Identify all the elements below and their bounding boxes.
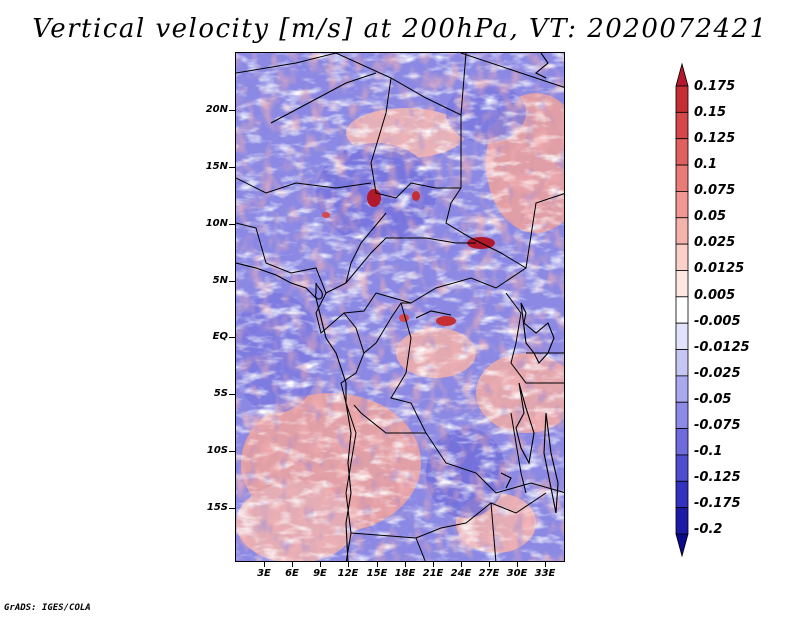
colorbar-segment [675,507,689,535]
colorbar-segment [675,349,689,377]
colorbar-label: -0.075 [694,418,741,433]
colorbar-segment [675,191,689,219]
colorbar-label: 0.05 [694,209,727,224]
colorbar-label: 0.075 [694,183,736,198]
lat-label-15n: 15N [205,161,228,172]
lon-label-30e: 30E [506,568,528,579]
lat-tick [229,281,235,282]
lon-label-3e: 3E [257,568,271,579]
lat-tick [229,224,235,225]
colorbar-segment [675,401,689,429]
lat-label-5n: 5N [212,275,228,286]
lon-tick [377,562,378,567]
colorbar-label: -0.05 [694,392,732,407]
colorbar-segment [675,322,689,350]
colorbar-segment [675,217,689,245]
colorbar-label: -0.175 [694,496,741,511]
colorbar-label: 0.1 [694,157,718,172]
lon-tick [320,562,321,567]
lon-tick [292,562,293,567]
lat-label-10s: 10S [206,445,228,456]
colorbar-label: -0.025 [694,366,741,381]
lon-tick [461,562,462,567]
lat-label-eq: EQ [212,331,228,342]
colorbar-label: -0.0125 [694,340,750,355]
colorbar-segments [675,62,689,558]
lat-tick [229,167,235,168]
lat-tick [229,508,235,509]
colorbar-label: 0.005 [694,288,736,303]
lon-label-9e: 9E [313,568,327,579]
colorbar-segment [675,454,689,482]
colorbar-segment [675,533,689,558]
colorbar-label: 0.025 [694,235,736,250]
lon-label-33e: 33E [534,568,556,579]
colorbar-segment [675,375,689,403]
colorbar-segment [675,428,689,456]
lat-tick [229,110,235,111]
colorbar-label: 0.15 [694,105,727,120]
lon-tick [545,562,546,567]
lon-label-24e: 24E [450,568,472,579]
colorbar-segment [675,85,689,113]
lon-label-15e: 15E [366,568,388,579]
lon-tick [489,562,490,567]
colorbar-segment [675,296,689,324]
credit-text: GrADS: IGES/COLA [4,603,91,613]
lon-tick [264,562,265,567]
map-title: Vertical velocity [m/s] at 200hPa, VT: 2… [32,14,768,44]
country-boundaries [236,53,564,561]
lon-label-18e: 18E [394,568,416,579]
colorbar-label: 0.0125 [694,261,745,276]
lon-label-12e: 12E [337,568,359,579]
lat-label-10n: 10N [205,218,228,229]
map-panel [235,52,565,562]
lat-tick [229,394,235,395]
lon-tick [517,562,518,567]
colorbar-segment [675,164,689,192]
colorbar-label: -0.1 [694,444,723,459]
lat-label-5s: 5S [213,388,228,399]
lon-tick [405,562,406,567]
colorbar-segment [675,270,689,298]
vertical-velocity-field [236,53,564,561]
colorbar-segment [675,62,689,87]
lat-tick [229,337,235,338]
colorbar-label: -0.2 [694,522,723,537]
lon-tick [433,562,434,567]
colorbar-label: 0.125 [694,131,736,146]
colorbar-label: -0.005 [694,314,741,329]
colorbar-label: 0.175 [694,79,736,94]
lon-label-6e: 6E [285,568,299,579]
colorbar-label: -0.125 [694,470,741,485]
colorbar [675,62,689,558]
lon-tick [348,562,349,567]
colorbar-segment [675,111,689,140]
field-texture-cool [236,53,564,561]
colorbar-segment [675,243,689,271]
lat-label-15s: 15S [206,502,228,513]
coastlines-and-lakes [236,53,559,561]
lat-label-20n: 20N [205,104,228,115]
lon-label-27e: 27E [478,568,500,579]
colorbar-segment [675,480,689,509]
colorbar-segment [675,138,689,166]
lat-tick [229,451,235,452]
lon-label-21e: 21E [422,568,444,579]
